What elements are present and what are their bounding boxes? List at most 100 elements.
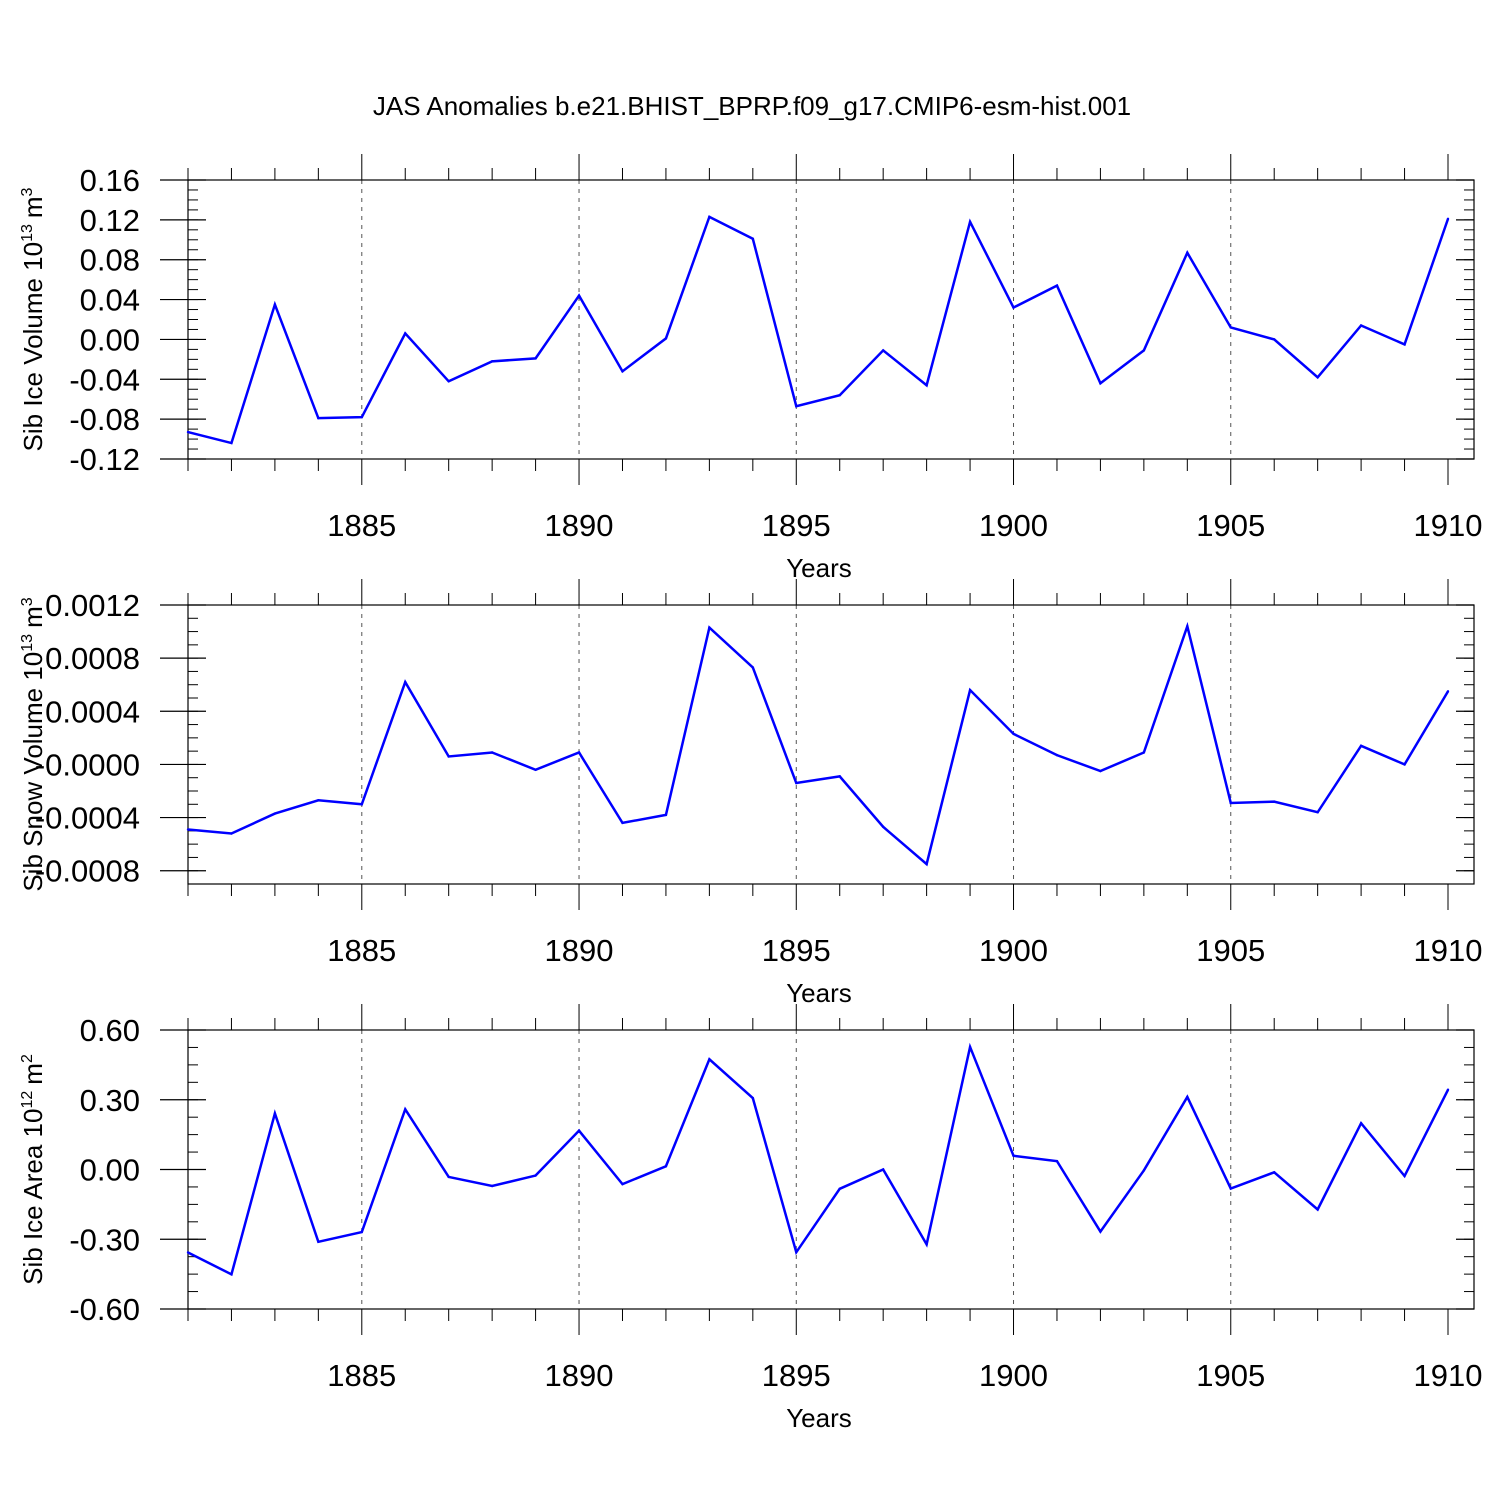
data-point bbox=[1316, 811, 1319, 814]
data-point bbox=[490, 360, 494, 363]
y-tick-label: 0.12 bbox=[80, 203, 140, 238]
data-point bbox=[447, 1175, 450, 1179]
data-point bbox=[534, 1174, 537, 1177]
y-axis-label-unit-exponent: 3 bbox=[19, 187, 36, 196]
x-tick-label: 1885 bbox=[327, 1358, 396, 1393]
data-point bbox=[795, 781, 798, 785]
data-point bbox=[1055, 1159, 1059, 1163]
data-point bbox=[1229, 326, 1232, 329]
data-point bbox=[1316, 376, 1319, 379]
data-point bbox=[1142, 1169, 1146, 1172]
x-tick-label: 1910 bbox=[1414, 1358, 1483, 1393]
data-point bbox=[1229, 1187, 1232, 1190]
data-point bbox=[881, 825, 885, 829]
data-point bbox=[1273, 338, 1276, 341]
y-tick-label: 0.60 bbox=[80, 1013, 140, 1048]
data-point bbox=[230, 441, 233, 445]
data-point bbox=[1446, 690, 1450, 693]
data-point bbox=[273, 303, 277, 306]
y-axis-label-exponent: 13 bbox=[19, 634, 36, 652]
data-point bbox=[621, 370, 624, 373]
data-point bbox=[1012, 1154, 1015, 1157]
y-tick-label: 0.0012 bbox=[45, 588, 140, 623]
data-point bbox=[447, 755, 450, 758]
y-tick-label: 0.30 bbox=[80, 1083, 140, 1118]
x-tick-label: 1895 bbox=[762, 508, 831, 543]
data-point bbox=[1099, 1230, 1102, 1233]
y-tick-label: -0.0000 bbox=[35, 747, 140, 782]
x-tick-label: 1890 bbox=[545, 933, 614, 968]
data-point bbox=[360, 415, 363, 419]
data-point bbox=[577, 1129, 581, 1132]
data-point bbox=[317, 799, 320, 802]
series-line bbox=[187, 215, 1450, 445]
y-axis-label-unit: m bbox=[18, 606, 48, 628]
data-point bbox=[1186, 251, 1189, 254]
data-point bbox=[1403, 343, 1406, 346]
data-point bbox=[1273, 800, 1276, 803]
data-point bbox=[490, 1184, 494, 1188]
y-tick-label: -0.30 bbox=[69, 1222, 140, 1257]
series-line bbox=[187, 1042, 1450, 1277]
data-point bbox=[186, 1251, 190, 1254]
data-point bbox=[1359, 1122, 1363, 1125]
x-tick-label: 1900 bbox=[979, 1358, 1048, 1393]
data-point bbox=[795, 1251, 798, 1254]
data-point bbox=[230, 1273, 233, 1276]
x-tick-label: 1905 bbox=[1196, 933, 1265, 968]
data-point bbox=[751, 1096, 755, 1100]
x-axis-label: Years bbox=[786, 553, 852, 583]
y-tick-label: 0.00 bbox=[80, 1153, 140, 1188]
data-point bbox=[1229, 801, 1232, 805]
data-point bbox=[621, 1182, 624, 1186]
y-tick-label: 0.0008 bbox=[45, 641, 140, 676]
y-axis-label: Sib Ice Area 1012 m2 bbox=[18, 1054, 48, 1285]
data-point bbox=[1446, 217, 1450, 221]
data-point bbox=[317, 1240, 320, 1244]
data-point bbox=[838, 775, 841, 778]
data-point bbox=[1403, 763, 1406, 766]
x-axis-label: Years bbox=[786, 978, 852, 1008]
y-axis-label-exponent: 13 bbox=[19, 224, 36, 242]
y-tick-label: 0.08 bbox=[80, 243, 140, 278]
data-point bbox=[664, 1165, 668, 1168]
data-point bbox=[968, 220, 972, 224]
y-tick-label: 0.04 bbox=[80, 283, 140, 318]
data-point bbox=[404, 332, 407, 335]
y-axis-label-unit: m bbox=[18, 1063, 48, 1085]
data-point bbox=[838, 1187, 841, 1190]
y-axis-label-main: Sib Ice Area 10 bbox=[18, 1109, 48, 1285]
data-point bbox=[273, 1112, 277, 1115]
data-point bbox=[925, 1243, 928, 1246]
data-point bbox=[925, 384, 928, 387]
y-tick-label: -0.60 bbox=[69, 1292, 140, 1327]
x-tick-label: 1900 bbox=[979, 508, 1048, 543]
data-point bbox=[1099, 769, 1102, 773]
x-tick-label: 1890 bbox=[545, 508, 614, 543]
data-point bbox=[1099, 382, 1102, 385]
chart-panel-1: -0.12 -0.08 -0.04 0.00 0.04 0.08 0.12 0.16 1885 1… bbox=[18, 154, 1482, 583]
data-point bbox=[534, 768, 537, 771]
y-axis-label-unit: m bbox=[18, 196, 48, 218]
y-tick-label: -0.04 bbox=[69, 362, 140, 397]
x-tick-label: 1885 bbox=[327, 508, 396, 543]
x-tick-label: 1890 bbox=[545, 1358, 614, 1393]
data-point bbox=[708, 626, 711, 629]
chart-panel-2: -0.0008 -0.0004 -0.0000 0.0004 0.0008 0.0012 1… bbox=[18, 579, 1482, 1008]
x-axis-label: Years bbox=[786, 1403, 852, 1433]
data-point bbox=[621, 821, 624, 825]
plot-frame bbox=[187, 1029, 1475, 1310]
data-point bbox=[360, 803, 363, 806]
data-point bbox=[186, 828, 190, 831]
x-tick-label: 1900 bbox=[979, 933, 1048, 968]
y-tick-label: 0.16 bbox=[80, 163, 140, 198]
data-point bbox=[317, 416, 320, 420]
data-point bbox=[534, 357, 537, 360]
data-point bbox=[881, 349, 885, 352]
x-tick-label: 1905 bbox=[1196, 508, 1265, 543]
data-point bbox=[490, 751, 494, 754]
data-point bbox=[1359, 324, 1363, 327]
y-tick-label: -0.0008 bbox=[35, 854, 140, 889]
y-tick-label: -0.12 bbox=[69, 442, 140, 477]
